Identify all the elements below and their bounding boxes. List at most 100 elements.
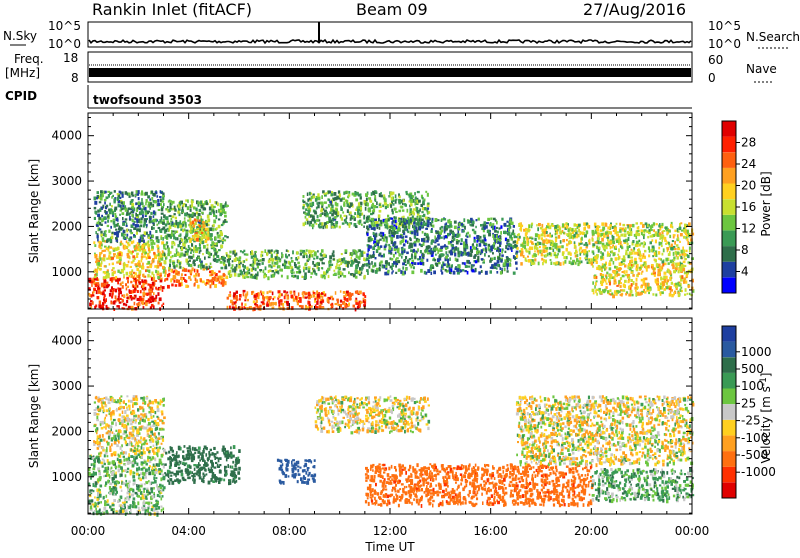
heatmap-cell	[280, 303, 282, 306]
heatmap-cell	[664, 240, 667, 242]
heatmap-cell	[342, 211, 344, 213]
heatmap-cell	[373, 227, 375, 230]
heatmap-cell	[279, 260, 281, 263]
beam-title: Beam 09	[356, 0, 428, 19]
heatmap-cell	[115, 229, 117, 231]
heatmap-cell	[553, 249, 555, 252]
heatmap-cell	[612, 236, 615, 240]
heatmap-cell	[413, 208, 416, 211]
heatmap-cell	[157, 249, 159, 253]
heatmap-cell	[105, 230, 107, 232]
heatmap-cell	[515, 261, 518, 264]
heatmap-cell	[185, 233, 188, 236]
heatmap-cell	[568, 228, 570, 232]
heatmap-cell	[184, 213, 187, 217]
heatmap-cell	[676, 265, 678, 268]
heatmap-cell	[197, 270, 199, 273]
heatmap-cell	[99, 208, 101, 212]
heatmap-cell	[531, 241, 533, 244]
heatmap-cell	[376, 201, 378, 205]
heatmap-cell	[631, 249, 633, 251]
heatmap-cell	[190, 256, 193, 259]
heatmap-cell	[243, 290, 246, 293]
heatmap-cell	[623, 257, 625, 260]
heatmap-cell	[124, 205, 126, 208]
heatmap-cell	[197, 228, 199, 230]
heatmap-cell	[346, 298, 348, 302]
heatmap-cell	[138, 201, 140, 205]
heatmap-cell	[200, 241, 202, 244]
heatmap-cell	[601, 238, 604, 242]
heatmap-cell	[513, 225, 515, 228]
heatmap-cell	[668, 270, 670, 273]
heatmap-cell	[593, 292, 595, 294]
heatmap-cell	[313, 195, 315, 198]
heatmap-cell	[392, 203, 394, 206]
heatmap-cell	[251, 268, 253, 272]
heatmap-cell	[393, 261, 396, 265]
heatmap-cell	[132, 259, 134, 262]
heatmap-cell	[130, 281, 132, 284]
heatmap-cell	[182, 222, 184, 224]
heatmap-cell	[641, 242, 644, 244]
heatmap-cell	[451, 264, 453, 267]
heatmap-cell	[232, 264, 234, 267]
heatmap-cell	[165, 223, 168, 226]
heatmap-cell	[687, 230, 689, 233]
heatmap-cell	[313, 270, 316, 273]
heatmap-cell	[475, 226, 477, 228]
heatmap-cell	[341, 217, 343, 221]
heatmap-cell	[609, 260, 611, 262]
heatmap-cell	[305, 212, 307, 215]
heatmap-cell	[128, 306, 131, 308]
heatmap-cell	[549, 252, 551, 255]
heatmap-cell	[644, 250, 646, 253]
heatmap-cell	[141, 245, 144, 249]
heatmap-cell	[271, 255, 273, 259]
heatmap-cell	[329, 201, 332, 204]
heatmap-cell	[661, 223, 663, 226]
heatmap-cell	[681, 250, 683, 254]
heatmap-cell	[450, 251, 452, 254]
heatmap-cell	[262, 262, 264, 265]
heatmap-cell	[628, 237, 630, 241]
heatmap-cell	[344, 297, 346, 300]
heatmap-cell	[438, 262, 441, 264]
heatmap-cell	[305, 297, 308, 299]
heatmap-cell	[100, 231, 102, 234]
heatmap-cell	[501, 218, 503, 221]
heatmap-cell	[364, 275, 366, 279]
heatmap-cell	[123, 236, 125, 239]
heatmap-cell	[121, 252, 123, 255]
heatmap-cell	[560, 240, 562, 244]
heatmap-cell	[317, 294, 320, 298]
heatmap-cell	[115, 289, 117, 293]
heatmap-cell	[223, 260, 225, 262]
heatmap-cell	[158, 221, 160, 224]
heatmap-cell	[683, 250, 685, 254]
heatmap-cell	[592, 289, 595, 292]
heatmap-cell	[343, 192, 345, 195]
heatmap-cell	[630, 231, 632, 233]
station-title: Rankin Inlet (fitACF)	[92, 0, 252, 19]
heatmap-cell	[501, 259, 503, 263]
heatmap-cell	[427, 193, 429, 197]
heatmap-cell	[153, 193, 156, 197]
nave-label: Nave	[746, 62, 777, 76]
heatmap-cell	[650, 235, 653, 237]
heatmap-cell	[158, 253, 160, 256]
heatmap-cell	[132, 251, 134, 253]
heatmap-cell	[629, 224, 632, 227]
heatmap-cell	[635, 292, 637, 296]
heatmap-cell	[195, 208, 197, 212]
heatmap-cell	[181, 239, 183, 242]
heatmap-cell	[321, 195, 323, 199]
heatmap-cell	[662, 266, 664, 269]
heatmap-cell	[206, 282, 208, 284]
heatmap-cell	[178, 204, 180, 208]
heatmap-cell	[417, 214, 419, 216]
heatmap-cell	[647, 224, 649, 227]
heatmap-cell	[346, 291, 349, 294]
heatmap-cell	[160, 254, 162, 257]
y-tick-label: 3000	[51, 174, 82, 188]
